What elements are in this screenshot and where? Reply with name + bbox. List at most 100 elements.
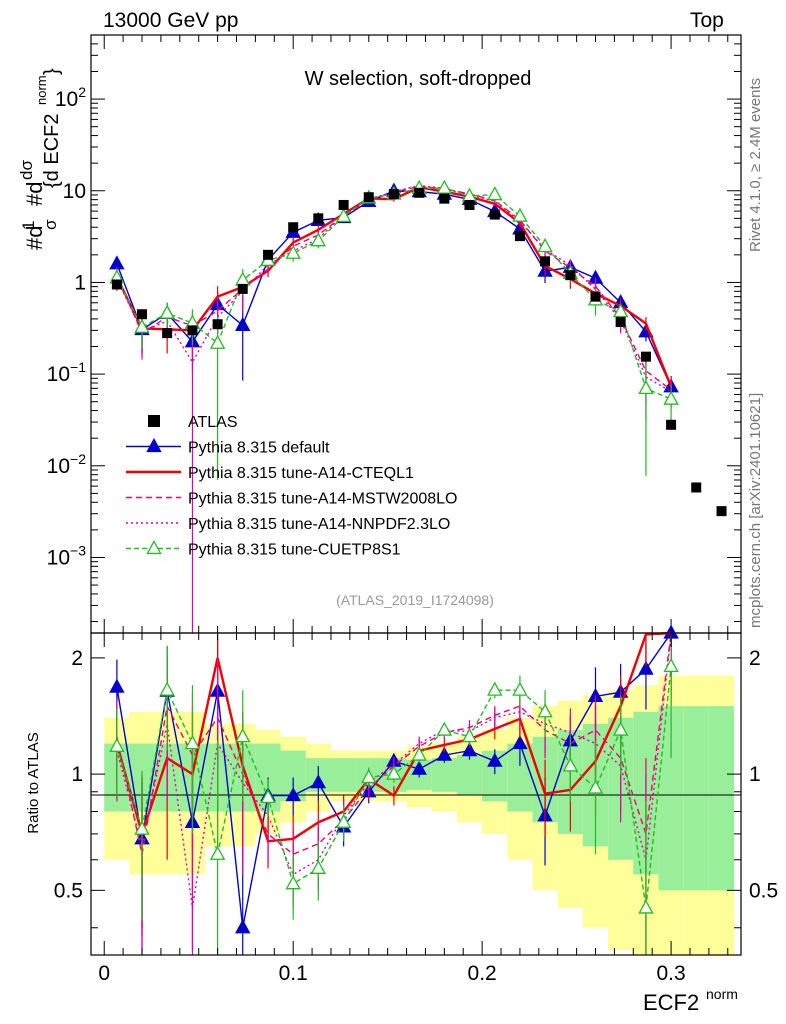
ratio-tick-label-right: 2 bbox=[749, 647, 761, 670]
series-marker-main bbox=[537, 238, 553, 253]
data-point bbox=[489, 209, 500, 220]
series-marker-ratio bbox=[638, 899, 654, 914]
series-marker-ratio bbox=[235, 728, 251, 743]
series-marker-ratio bbox=[310, 774, 327, 789]
data-point bbox=[514, 231, 525, 242]
ratio-panel-frame bbox=[90, 632, 742, 956]
series-marker-main bbox=[235, 316, 251, 331]
series-marker-ratio bbox=[436, 746, 453, 761]
ylabel-part-e: dσ bbox=[17, 160, 36, 180]
x-tick-label: 0.1 bbox=[279, 962, 308, 985]
data-point bbox=[540, 256, 551, 267]
chart-title: W selection, soft-dropped bbox=[305, 68, 532, 90]
data-point bbox=[414, 187, 425, 198]
series-marker-ratio bbox=[487, 681, 503, 696]
series-marker-main bbox=[209, 334, 226, 349]
series-marker-ratio bbox=[411, 746, 427, 761]
data-point bbox=[237, 283, 248, 294]
ratio-tick-label-left: 1 bbox=[71, 763, 83, 786]
series-marker-main bbox=[436, 179, 453, 194]
series-marker-main bbox=[285, 244, 301, 259]
main-y-axis: 10−3 10−2 10−1 1 10 102 bbox=[47, 34, 741, 623]
series-marker-ratio bbox=[285, 875, 301, 890]
series-marker-ratio bbox=[134, 820, 150, 835]
series-marker-main bbox=[638, 379, 654, 395]
x-tick-label: 0 bbox=[98, 962, 110, 985]
series-marker-ratio bbox=[184, 735, 201, 750]
legend-label: Pythia 8.315 tune-A14-NNPDF2.3LO bbox=[188, 516, 450, 533]
data-point bbox=[439, 193, 450, 204]
data-point bbox=[263, 249, 274, 260]
ratio-tick-label-left: 0.5 bbox=[54, 879, 83, 902]
series-marker-ratio bbox=[411, 760, 427, 775]
ratio-band-inner bbox=[330, 758, 357, 792]
data-point bbox=[313, 213, 324, 224]
series-marker-ratio bbox=[487, 752, 503, 767]
series-marker-ratio bbox=[260, 788, 276, 804]
y-axis-label: #d 1 σ #d dσ {d ECF2 norm } bbox=[17, 68, 63, 250]
series-marker-main bbox=[612, 303, 629, 318]
series-marker-main bbox=[134, 318, 150, 333]
ratio-band-inner bbox=[683, 706, 709, 891]
series-marker-main bbox=[487, 186, 503, 201]
series-line-main bbox=[116, 187, 672, 400]
ratio-tick-label-right: 1 bbox=[749, 763, 761, 786]
x-label-sup: norm bbox=[706, 986, 738, 1002]
legend-marker-data bbox=[148, 415, 160, 427]
data-point bbox=[187, 325, 198, 336]
series-marker-main bbox=[512, 207, 528, 222]
series-marker-ratio bbox=[436, 721, 453, 736]
x-axis-label: ECF2 norm bbox=[643, 986, 738, 1015]
ratio-x-axis: 0 0.1 0.2 0.3 bbox=[98, 633, 729, 985]
series-marker-ratio bbox=[159, 681, 175, 696]
series-marker-main bbox=[335, 207, 352, 223]
series-marker-ratio bbox=[512, 681, 528, 696]
series-marker-main bbox=[109, 255, 125, 270]
ylabel-part-g: norm bbox=[34, 75, 49, 105]
series-marker-ratio bbox=[638, 660, 654, 675]
ratio-y-label: Ratio to ATLAS bbox=[25, 732, 42, 833]
y-tick-label: 10−3 bbox=[47, 542, 87, 569]
header-right: Top bbox=[690, 9, 724, 32]
data-point bbox=[338, 199, 349, 210]
series-line-main bbox=[115, 185, 673, 388]
data-point bbox=[691, 482, 702, 493]
main-x-ticks bbox=[103, 35, 729, 633]
y-tick-label: 10 bbox=[63, 180, 86, 203]
series-marker-ratio bbox=[109, 678, 125, 693]
main-panel-series bbox=[109, 179, 679, 633]
series-marker-ratio bbox=[562, 757, 579, 772]
y-tick-label: 102 bbox=[55, 84, 86, 111]
x-tick-label: 0.3 bbox=[656, 962, 685, 985]
ylabel-part-f: {d ECF2 bbox=[41, 114, 63, 188]
y-tick-label: 10−1 bbox=[47, 359, 87, 386]
ylabel-part-d: #d bbox=[22, 182, 47, 206]
series-marker-ratio bbox=[235, 919, 251, 934]
main-panel-data bbox=[111, 187, 727, 517]
y-tick-label: 10−2 bbox=[47, 451, 87, 478]
data-point bbox=[162, 328, 173, 339]
data-point bbox=[388, 189, 399, 200]
ratio-band-inner bbox=[431, 758, 458, 792]
data-point bbox=[464, 199, 475, 210]
series-marker-ratio bbox=[285, 787, 301, 802]
series-marker-ratio bbox=[512, 735, 528, 750]
series-marker-main bbox=[159, 304, 175, 319]
ratio-panel-series bbox=[109, 624, 679, 955]
header-left: 13000 GeV pp bbox=[103, 9, 239, 32]
legend-label: ATLAS bbox=[188, 414, 238, 431]
series-marker-ratio bbox=[109, 737, 125, 752]
series-marker-ratio bbox=[461, 742, 478, 757]
legend: ATLAS Pythia 8.315 default Pythia 8.315 tu… bbox=[126, 414, 457, 559]
data-point bbox=[615, 317, 626, 328]
series-marker-ratio bbox=[663, 657, 679, 673]
legend-label: Pythia 8.315 default bbox=[188, 440, 330, 457]
data-point bbox=[640, 351, 651, 362]
series-marker-main bbox=[235, 271, 251, 286]
data-point bbox=[716, 506, 727, 517]
data-point bbox=[590, 291, 601, 302]
series-marker-ratio bbox=[310, 859, 327, 874]
legend-marker bbox=[146, 539, 162, 555]
ylabel-part-b: 1 bbox=[19, 221, 38, 230]
